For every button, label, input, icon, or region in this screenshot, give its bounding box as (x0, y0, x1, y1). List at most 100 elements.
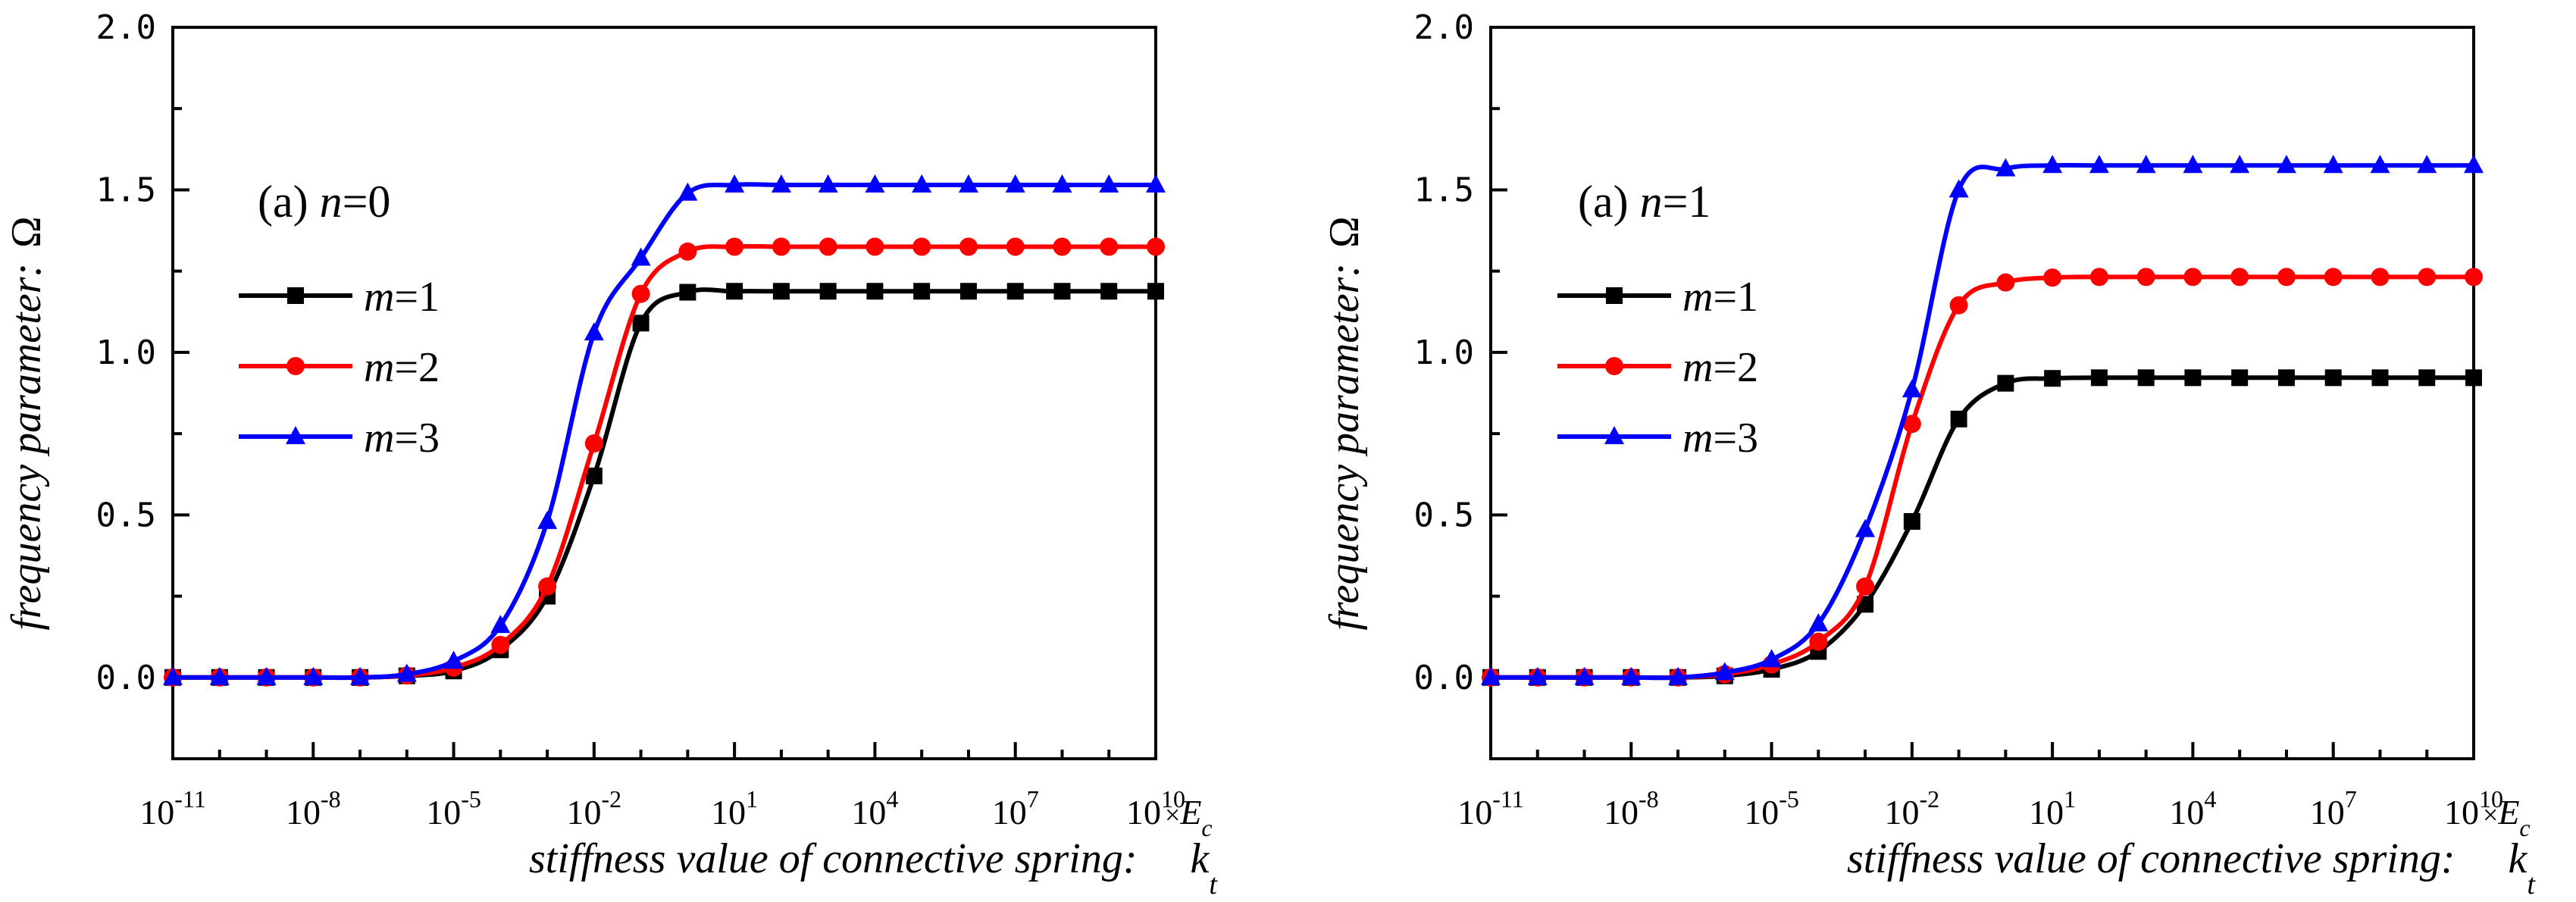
data-point (1099, 174, 1119, 193)
data-point (958, 174, 978, 193)
legend-marker (287, 287, 304, 304)
x-axis-label-symbol: k (2508, 835, 2527, 882)
legend-variable: m (1682, 274, 1713, 321)
data-point (209, 666, 230, 685)
data-point (1948, 179, 1969, 198)
x-tick-base: 10 (992, 793, 1027, 832)
data-point (1053, 237, 1072, 256)
data-point (1574, 666, 1595, 685)
data-point (1147, 283, 1164, 300)
y-axis-label-text: frequency parameter: (3, 263, 50, 631)
legend-label: m=3 (364, 415, 440, 462)
y-tick-text: 2.0 (1414, 8, 1474, 47)
data-point (2137, 369, 2155, 387)
data-point (865, 237, 884, 256)
x-tick-base: 10 (426, 793, 461, 832)
legend-variable: m (364, 274, 394, 321)
data-point (1995, 158, 2016, 177)
legend-variable: m (364, 415, 394, 462)
legend-label: m=3 (1682, 415, 1758, 462)
x-tick-exponent: 10 (1161, 785, 1185, 813)
legend-marker (1604, 426, 1624, 444)
data-point (163, 666, 183, 685)
legend-entry-3: m=3 (239, 415, 440, 462)
data-point (256, 666, 277, 685)
x-axis-label-text: stiffness value of connective spring: (529, 835, 1137, 882)
x-tick-label: 10-11 (139, 785, 205, 832)
y-tick-label: 2.0 (1414, 8, 1474, 47)
data-point (1527, 666, 1548, 685)
data-point (396, 663, 417, 682)
x-tick-base: 10 (2310, 793, 2345, 832)
data-point (818, 174, 838, 193)
data-point (726, 283, 743, 300)
data-point (1856, 577, 1875, 596)
x-unit-prefix: × (2483, 800, 2498, 830)
annotation-value: =1 (1663, 177, 1711, 227)
legend-value: =1 (394, 274, 440, 321)
x-tick-base: 10 (1126, 793, 1161, 832)
x-unit-subscript: c (1201, 814, 1212, 841)
data-point (866, 283, 884, 300)
x-tick-exponent: -5 (461, 785, 481, 813)
data-point (631, 247, 651, 266)
y-axis-label-symbol: Ω (3, 216, 50, 248)
data-point (819, 283, 837, 300)
x-tick-base: 10 (2169, 793, 2204, 832)
x-tick-label: 101 (2029, 785, 2076, 832)
plot-frame (171, 26, 1157, 760)
data-point (1052, 174, 1072, 193)
y-tick-text: 0.5 (96, 496, 156, 534)
data-point (2183, 268, 2202, 287)
data-point (1808, 613, 1829, 632)
data-point (771, 174, 791, 193)
series-line (1491, 274, 2474, 681)
legend-marker (1605, 357, 1623, 375)
legend-label: m=1 (1682, 274, 1758, 321)
data-point (865, 174, 885, 193)
y-tick-label: 1.0 (1414, 334, 1474, 372)
y-tick-text: 1.0 (96, 334, 156, 372)
chart-panel-2: 10-11 10-8 10-5 10-2 101 104 107 10100.00.51.01… (1321, 8, 2536, 900)
data-point (913, 283, 931, 300)
y-tick-text: 2.0 (96, 8, 156, 47)
data-point (2418, 369, 2436, 387)
series-1 (164, 283, 1164, 686)
data-point (959, 283, 977, 300)
x-tick-exponent: -2 (602, 785, 622, 813)
data-point (1005, 174, 1025, 193)
x-tick-base: 10 (139, 793, 174, 832)
data-point (1100, 283, 1118, 300)
x-tick-label: 1010 (2444, 785, 2503, 832)
data-point (2371, 268, 2390, 287)
x-tick-base: 10 (1457, 793, 1492, 832)
y-tick-label: 1.5 (96, 171, 156, 209)
legend-variable: m (1682, 344, 1713, 391)
series-1 (1482, 369, 2482, 686)
data-point (1006, 237, 1025, 256)
legend-variable: m (364, 344, 394, 391)
x-tick-exponent: -8 (321, 785, 341, 813)
x-axis-label-subscript: t (1209, 869, 1218, 900)
data-point (537, 510, 558, 529)
x-tick-label: 107 (992, 785, 1039, 832)
annotation-prefix: (a) (1578, 177, 1640, 227)
x-tick-label: 107 (2310, 785, 2357, 832)
data-point (2230, 268, 2249, 287)
x-axis-unit: ×Ec (2483, 793, 2531, 841)
legend-marker (286, 357, 305, 375)
y-tick-label: 1.5 (1414, 171, 1474, 209)
y-tick-label: 0.0 (96, 659, 156, 697)
series-3 (1481, 155, 2484, 685)
panel-annotation: (a) n=1 (1578, 177, 1711, 227)
y-tick-text: 1.5 (1414, 171, 1474, 209)
legend-entry-1: m=1 (1557, 274, 1758, 321)
x-tick-label: 10-8 (286, 785, 341, 832)
x-axis-label-subscript: t (2527, 869, 2536, 900)
x-tick-base: 10 (286, 793, 321, 832)
data-point (538, 577, 557, 596)
x-tick-label: 10-8 (1604, 785, 1659, 832)
series-line (173, 244, 1156, 680)
legend-entry-2: m=2 (239, 344, 440, 391)
chart-panel-1: 10-11 10-8 10-5 10-2 101 104 107 10100.00.51.01… (3, 8, 1218, 900)
